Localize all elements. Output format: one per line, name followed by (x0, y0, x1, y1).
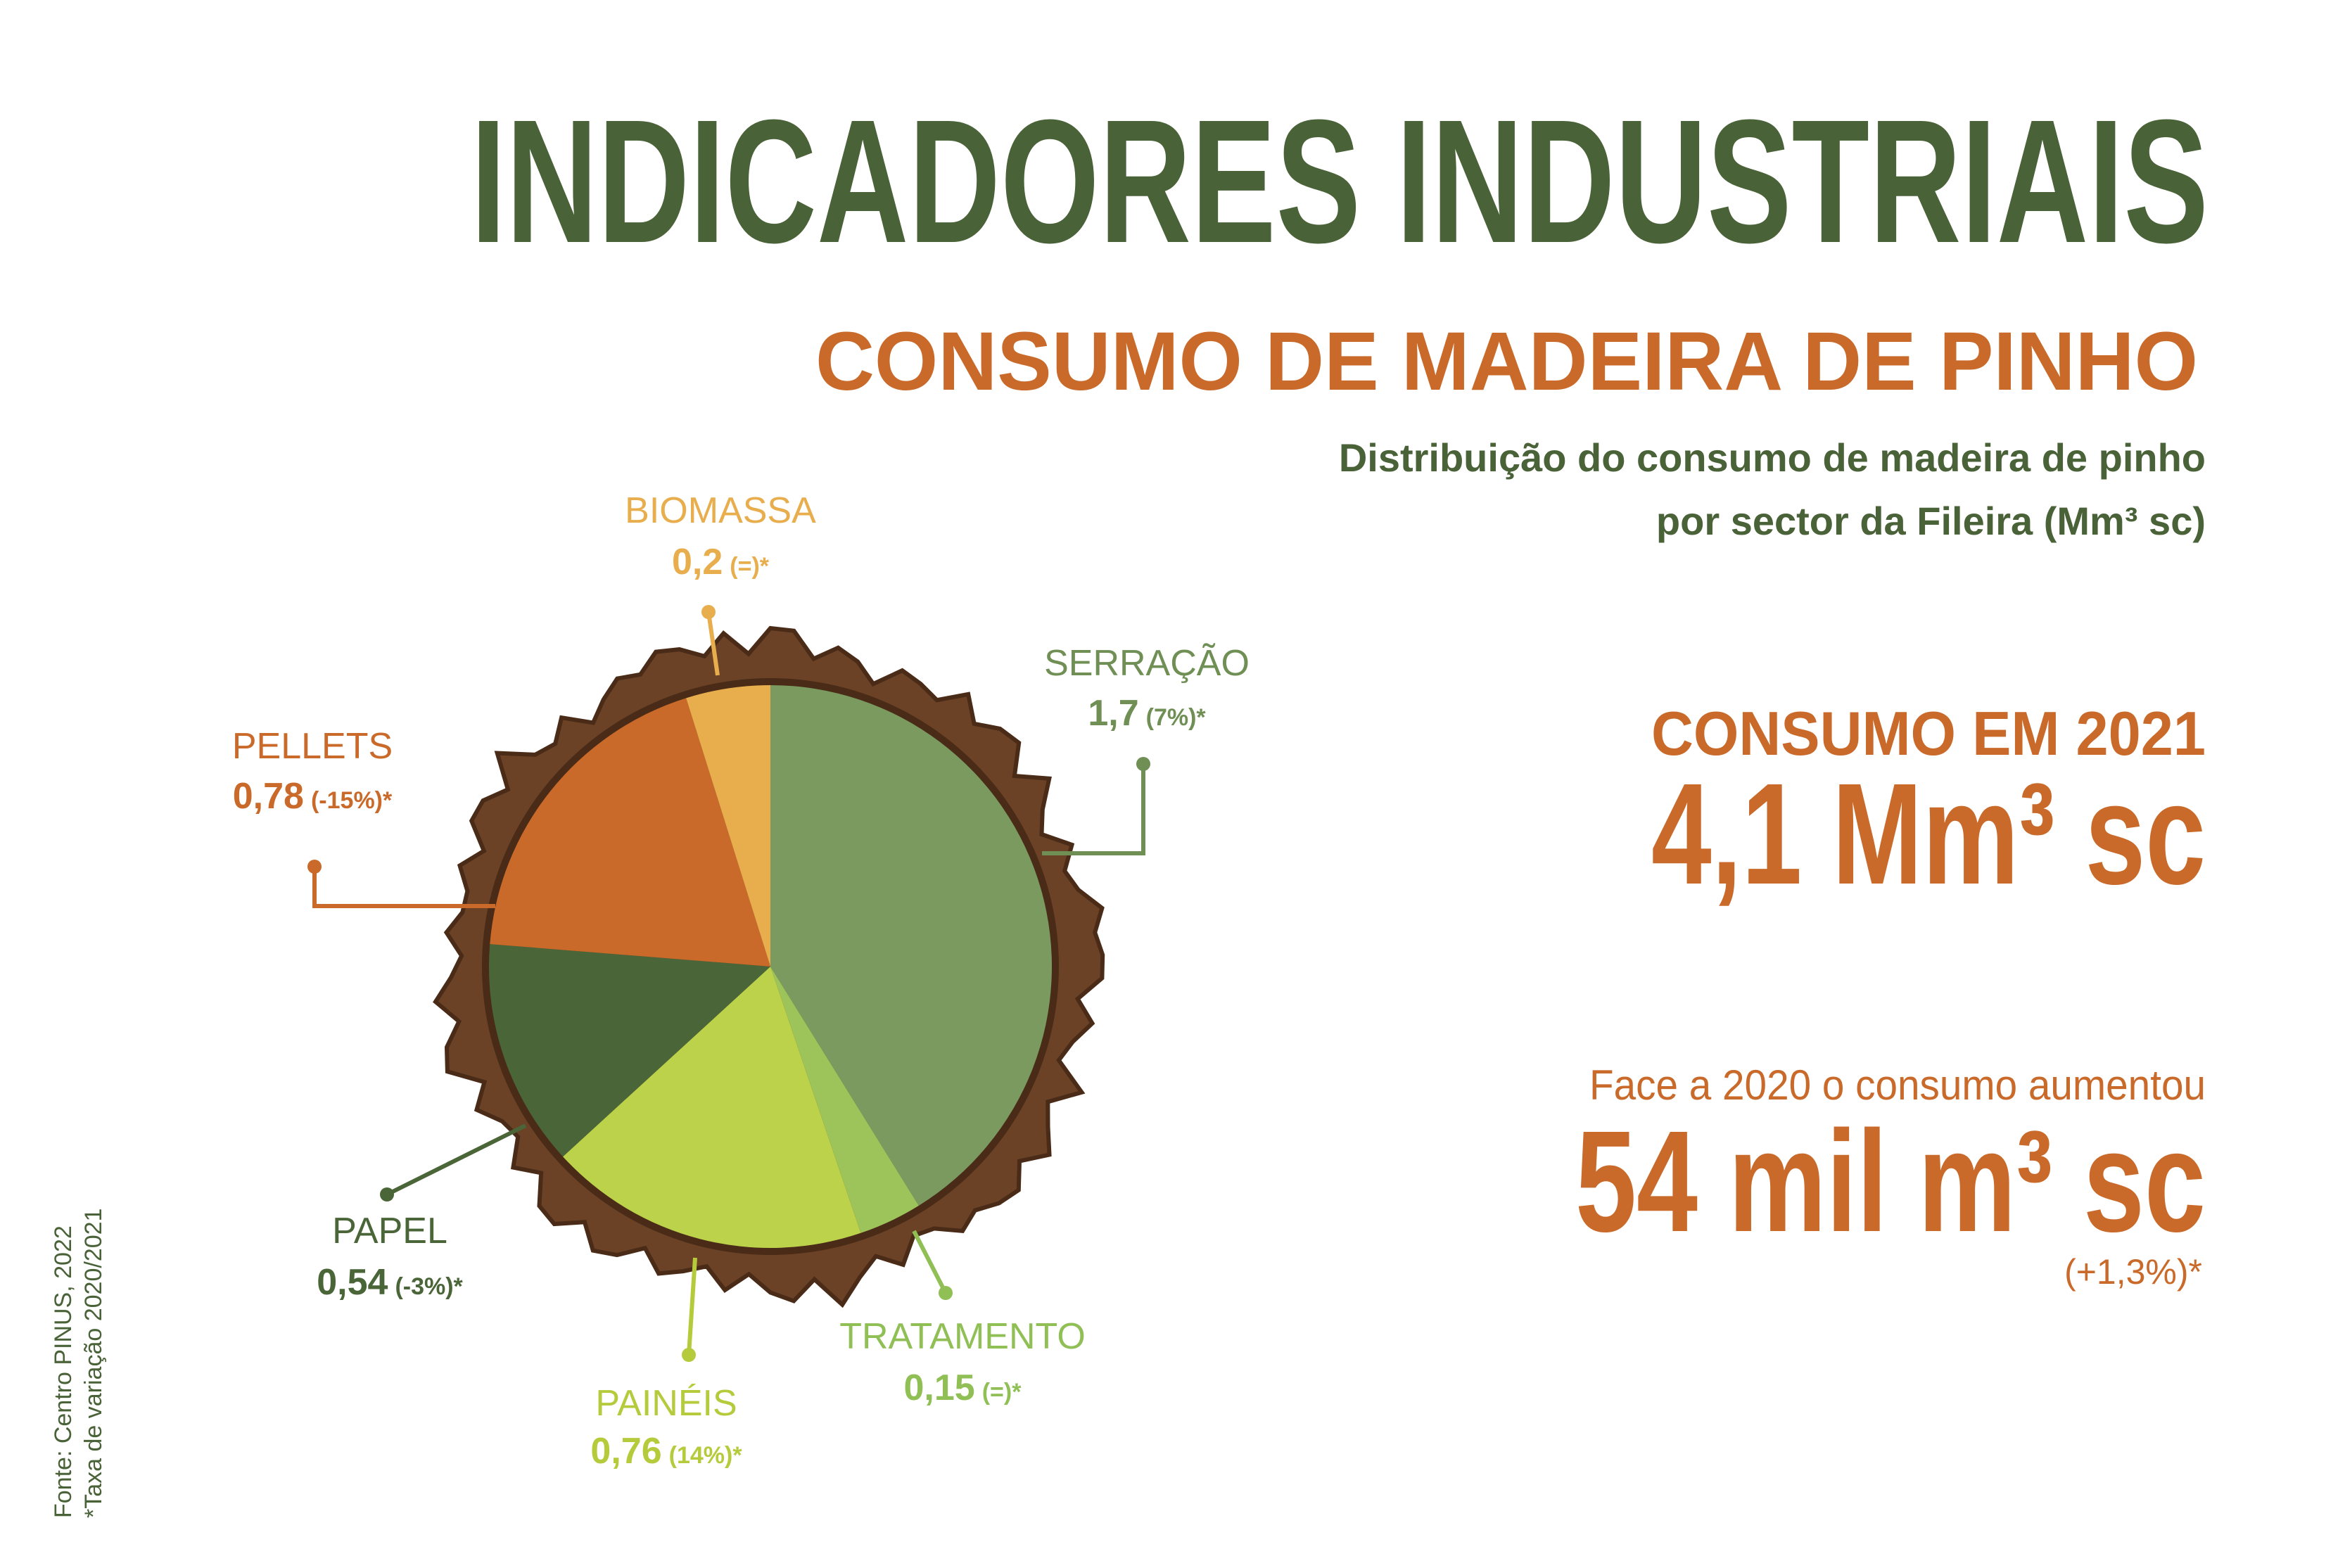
category-label: PAINÉIS (595, 1383, 737, 1424)
title: INDICADORES INDUSTRIAIS (471, 83, 2209, 279)
summary-total: 4,1 Mm³ sc (1651, 753, 2206, 914)
change: (=)* (982, 1379, 1022, 1406)
subtitle: CONSUMO DE MADEIRA DE PINHO (815, 315, 2198, 408)
pie-slice (686, 685, 770, 967)
category-label: BIOMASSA (625, 490, 816, 531)
value-label: 1,7 (7%)* (1088, 693, 1206, 734)
value: 0,2 (672, 542, 723, 582)
value: 0,54 (317, 1262, 388, 1303)
change: (-3%)* (395, 1273, 463, 1300)
connector-dot (307, 860, 322, 874)
change: (=)* (730, 553, 770, 580)
change-value: 54 mil m³ sc (1575, 1101, 2206, 1262)
pie: SERRAÇÃO 1,7 (7%)* TRATAMENTO 0,15 (=)* PAINÉI… (232, 490, 1250, 1472)
chart-title: por sector da Fileira (Mm³ sc) (1656, 499, 2206, 543)
value: 0,78 (233, 776, 304, 817)
category-label: PELLETS (232, 726, 393, 767)
value: 1,7 (1088, 693, 1138, 734)
summary-label: CONSUMO EM 2021 (1651, 699, 2206, 768)
value-label: 0,76 (14%)* (590, 1431, 742, 1472)
change: (14%)* (669, 1442, 743, 1469)
connector-dot (701, 605, 716, 619)
pie-slice (489, 944, 770, 1157)
footer-source: Fonte: Centro PINUS, 2022 (50, 1225, 77, 1518)
value: 0,76 (590, 1431, 661, 1472)
connector-dot (682, 1348, 696, 1362)
chart-title: Distribuição do consumo de madeira de pi… (1339, 435, 2206, 480)
connector (1042, 764, 1145, 855)
category-label: PAPEL (332, 1211, 447, 1251)
pie-slice (563, 967, 861, 1248)
connector (687, 1257, 697, 1356)
connector (706, 611, 720, 676)
connector (912, 1230, 948, 1294)
pie-slice (770, 967, 919, 1233)
change: (7%)* (1146, 704, 1207, 731)
value-label: 0,2 (=)* (672, 542, 770, 582)
connector-dot (939, 1286, 953, 1300)
value-label: 0,78 (-15%)* (233, 776, 393, 817)
change-label: Face a 2020 o consumo aumentou (1589, 1062, 2206, 1109)
value-label: 0,15 (=)* (904, 1368, 1022, 1408)
pie-slice (490, 698, 770, 967)
connector (312, 867, 495, 908)
change: (-15%)* (311, 787, 393, 814)
category-label: TRATAMENTO (839, 1316, 1086, 1357)
change-pct: (+1,3%)* (2064, 1252, 2202, 1292)
connector (386, 1123, 527, 1197)
connector-dot (1136, 757, 1150, 771)
connector-dot (380, 1187, 394, 1202)
footer-note: *Taxa de variação 2020/2021 (80, 1209, 107, 1518)
value: 0,15 (904, 1368, 975, 1408)
category-label: SERRAÇÃO (1044, 643, 1250, 684)
pie-slice (770, 685, 1052, 1206)
value-label: 0,54 (-3%)* (317, 1262, 463, 1303)
